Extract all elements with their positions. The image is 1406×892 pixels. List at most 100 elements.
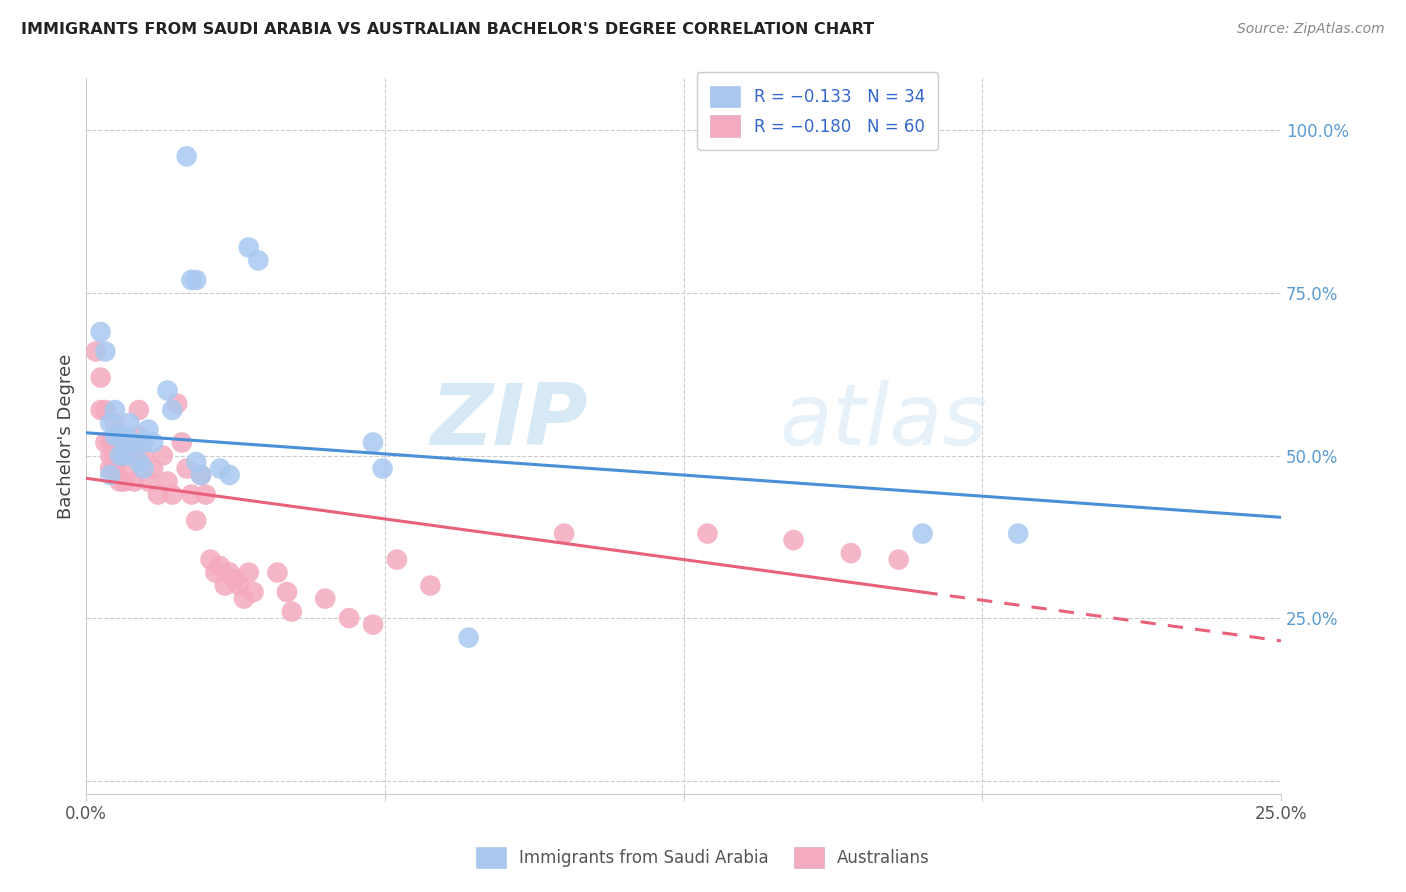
Point bbox=[108, 429, 131, 443]
Point bbox=[90, 370, 112, 384]
Point bbox=[156, 475, 179, 489]
Point bbox=[180, 487, 202, 501]
Point bbox=[696, 526, 718, 541]
Point bbox=[132, 435, 155, 450]
Text: atlas: atlas bbox=[779, 380, 987, 463]
Point bbox=[170, 435, 193, 450]
Point bbox=[204, 566, 226, 580]
Point bbox=[911, 526, 934, 541]
Point bbox=[98, 435, 121, 450]
Point bbox=[162, 403, 184, 417]
Point bbox=[238, 566, 260, 580]
Point bbox=[142, 461, 165, 475]
Point bbox=[238, 240, 260, 254]
Point bbox=[122, 475, 145, 489]
Point bbox=[108, 449, 131, 463]
Point bbox=[138, 423, 160, 437]
Point bbox=[186, 273, 208, 287]
Point bbox=[782, 533, 804, 547]
Point bbox=[104, 429, 127, 443]
Point bbox=[142, 435, 165, 450]
Point bbox=[146, 487, 169, 501]
Point bbox=[84, 344, 107, 359]
Point bbox=[233, 591, 256, 606]
Point bbox=[132, 449, 155, 463]
Legend: Immigrants from Saudi Arabia, Australians: Immigrants from Saudi Arabia, Australian… bbox=[470, 840, 936, 875]
Text: ZIP: ZIP bbox=[430, 380, 588, 463]
Point bbox=[385, 552, 408, 566]
Point bbox=[152, 449, 174, 463]
Point bbox=[90, 403, 112, 417]
Point bbox=[114, 449, 136, 463]
Point bbox=[132, 461, 155, 475]
Point bbox=[457, 631, 479, 645]
Legend: R = −0.133   N = 34, R = −0.180   N = 60: R = −0.133 N = 34, R = −0.180 N = 60 bbox=[697, 72, 938, 150]
Point bbox=[122, 449, 145, 463]
Point bbox=[242, 585, 264, 599]
Point bbox=[114, 475, 136, 489]
Point bbox=[887, 552, 910, 566]
Point bbox=[138, 475, 160, 489]
Point bbox=[190, 468, 212, 483]
Point bbox=[214, 578, 236, 592]
Point bbox=[118, 416, 141, 430]
Point bbox=[98, 449, 121, 463]
Point bbox=[98, 468, 121, 483]
Point bbox=[94, 344, 117, 359]
Point bbox=[337, 611, 360, 625]
Point bbox=[122, 435, 145, 450]
Point bbox=[281, 605, 304, 619]
Point bbox=[108, 429, 131, 443]
Point bbox=[839, 546, 862, 560]
Point bbox=[166, 396, 188, 410]
Point bbox=[361, 617, 384, 632]
Point bbox=[162, 487, 184, 501]
Point bbox=[266, 566, 288, 580]
Point bbox=[94, 403, 117, 417]
Point bbox=[228, 578, 250, 592]
Point bbox=[90, 325, 112, 339]
Point bbox=[104, 461, 127, 475]
Point bbox=[218, 566, 240, 580]
Point bbox=[247, 253, 270, 268]
Y-axis label: Bachelor's Degree: Bachelor's Degree bbox=[58, 353, 75, 518]
Point bbox=[186, 514, 208, 528]
Point bbox=[209, 559, 232, 574]
Point bbox=[128, 403, 150, 417]
Point bbox=[98, 461, 121, 475]
Point bbox=[118, 461, 141, 475]
Point bbox=[118, 435, 141, 450]
Point bbox=[108, 475, 131, 489]
Point bbox=[104, 449, 127, 463]
Point bbox=[186, 455, 208, 469]
Point bbox=[94, 435, 117, 450]
Point bbox=[276, 585, 298, 599]
Point bbox=[553, 526, 575, 541]
Point bbox=[176, 461, 198, 475]
Point bbox=[194, 487, 217, 501]
Point bbox=[209, 461, 232, 475]
Point bbox=[361, 435, 384, 450]
Point bbox=[218, 468, 240, 483]
Point bbox=[108, 449, 131, 463]
Point bbox=[180, 273, 202, 287]
Point bbox=[128, 429, 150, 443]
Point bbox=[118, 435, 141, 450]
Point bbox=[104, 403, 127, 417]
Point bbox=[156, 384, 179, 398]
Point bbox=[128, 455, 150, 469]
Text: Source: ZipAtlas.com: Source: ZipAtlas.com bbox=[1237, 22, 1385, 37]
Text: IMMIGRANTS FROM SAUDI ARABIA VS AUSTRALIAN BACHELOR'S DEGREE CORRELATION CHART: IMMIGRANTS FROM SAUDI ARABIA VS AUSTRALI… bbox=[21, 22, 875, 37]
Point bbox=[114, 429, 136, 443]
Point bbox=[371, 461, 394, 475]
Point bbox=[190, 468, 212, 483]
Point bbox=[200, 552, 222, 566]
Point bbox=[114, 449, 136, 463]
Point bbox=[419, 578, 441, 592]
Point bbox=[98, 416, 121, 430]
Point bbox=[1007, 526, 1029, 541]
Point bbox=[314, 591, 336, 606]
Point bbox=[224, 572, 246, 586]
Point bbox=[104, 416, 127, 430]
Point bbox=[176, 149, 198, 163]
